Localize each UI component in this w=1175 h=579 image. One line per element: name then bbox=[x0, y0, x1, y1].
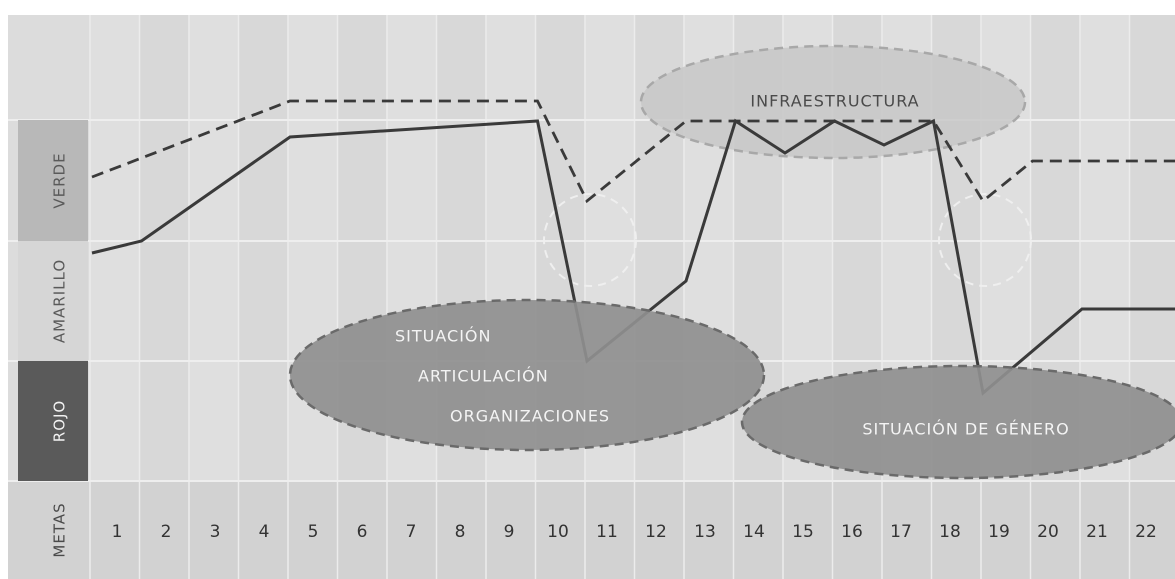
x-tick-label: 4 bbox=[259, 522, 270, 542]
x-tick-label: 12 bbox=[645, 522, 667, 542]
x-axis: METAS 1 2 3 4 5 6 7 8 9 10 11 12 13 14 15 16 17 18 19 20 21 22 bbox=[51, 502, 1157, 557]
x-tick-label: 15 bbox=[792, 522, 814, 542]
x-tick-label: 11 bbox=[596, 522, 618, 542]
annotation-label: ORGANIZACIONES bbox=[450, 407, 610, 426]
band-label-rojo: ROJO bbox=[51, 400, 69, 442]
band-label-amarillo: AMARILLO bbox=[51, 259, 69, 343]
x-tick-label: 10 bbox=[547, 522, 569, 542]
x-tick-label: 21 bbox=[1086, 522, 1108, 542]
x-tick-label: 8 bbox=[455, 522, 466, 542]
x-tick-label: 19 bbox=[988, 522, 1010, 542]
grid-column bbox=[238, 15, 288, 481]
band-rojo bbox=[18, 361, 88, 481]
x-tick-label: 13 bbox=[694, 522, 716, 542]
x-tick-label: 7 bbox=[406, 522, 417, 542]
x-tick-label: 14 bbox=[743, 522, 765, 542]
annotation-ellipse bbox=[740, 364, 1175, 480]
grid-column bbox=[189, 15, 239, 481]
band-verde bbox=[18, 120, 88, 241]
band-amarillo bbox=[18, 241, 88, 361]
annotations-front: INFRAESTRUCTURA SITUACIÓN ARTICULACIÓN ORGA… bbox=[288, 92, 1175, 480]
x-tick-label: 9 bbox=[504, 522, 515, 542]
x-tick-label: 16 bbox=[841, 522, 863, 542]
annotation-label: INFRAESTRUCTURA bbox=[750, 92, 919, 111]
series-line-dashed bbox=[91, 99, 1175, 204]
annotations-back bbox=[543, 44, 1032, 287]
grid-column bbox=[139, 15, 189, 481]
band-label-verde: VERDE bbox=[51, 152, 69, 208]
x-tick-label: 1 bbox=[112, 522, 123, 542]
x-tick-label: 6 bbox=[357, 522, 368, 542]
x-tick-label: 17 bbox=[890, 522, 912, 542]
annotation-ellipse bbox=[639, 44, 1027, 160]
x-tick-label: 2 bbox=[161, 522, 172, 542]
dip-circle bbox=[543, 193, 637, 287]
annotation-ellipse bbox=[288, 298, 766, 452]
annotation-label: SITUACIÓN DE GÉNERO bbox=[862, 420, 1069, 439]
x-tick-label: 18 bbox=[939, 522, 961, 542]
x-tick-label: 22 bbox=[1135, 522, 1157, 542]
band-labels: VERDE AMARILLO ROJO bbox=[18, 120, 88, 481]
dip-circle bbox=[938, 193, 1032, 287]
series-line-solid bbox=[91, 118, 1175, 396]
x-axis-label: METAS bbox=[51, 502, 69, 557]
annotation-label: ARTICULACIÓN bbox=[418, 367, 549, 386]
x-tick-label: 5 bbox=[308, 522, 319, 542]
annotation-label: SITUACIÓN bbox=[395, 327, 491, 346]
x-tick-label: 3 bbox=[210, 522, 221, 542]
x-tick-label: 20 bbox=[1037, 522, 1059, 542]
